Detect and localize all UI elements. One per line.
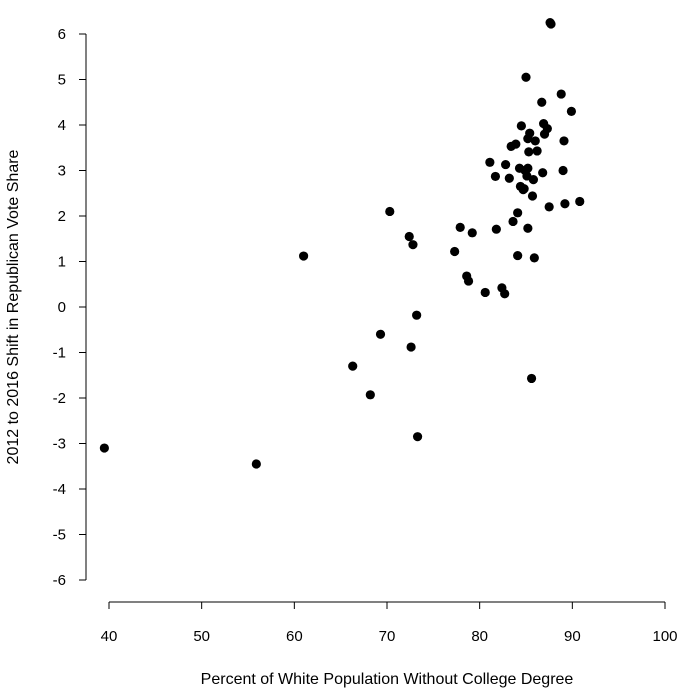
data-point (513, 250, 523, 261)
data-point (519, 184, 529, 194)
data-point (490, 171, 501, 182)
x-tick-label: 40 (101, 628, 118, 645)
data-point (450, 246, 460, 257)
data-point (508, 216, 518, 227)
data-point (559, 136, 569, 146)
data-point (455, 222, 465, 232)
data-point (560, 199, 570, 209)
data-point (523, 163, 533, 173)
data-point (524, 147, 534, 157)
data-point (500, 289, 510, 299)
data-point (556, 89, 566, 99)
data-point (537, 97, 547, 107)
data-point (406, 342, 416, 352)
data-point (516, 121, 526, 131)
data-point (467, 228, 477, 238)
data-point (527, 191, 538, 201)
data-point (521, 72, 531, 82)
data-point (511, 139, 521, 149)
data-point (523, 223, 533, 233)
y-tick-label: 4 (58, 117, 66, 134)
x-axis: 40 50 60 70 80 90 100 (101, 601, 678, 645)
x-axis-title: Percent of White Population Without Coll… (201, 671, 574, 688)
data-point (348, 361, 358, 371)
data-point (385, 206, 395, 217)
data-point (529, 253, 539, 263)
y-tick-label: 0 (58, 299, 66, 316)
data-point (480, 287, 490, 298)
data-points (99, 18, 585, 469)
data-point (526, 373, 537, 384)
x-tick-label: 70 (379, 628, 396, 645)
data-point (513, 208, 523, 218)
x-tick-label: 60 (286, 628, 303, 645)
x-tick-label: 50 (193, 628, 210, 645)
data-point (525, 128, 535, 138)
data-point (251, 459, 261, 469)
data-point (532, 146, 542, 156)
data-point (491, 224, 501, 234)
data-point (504, 173, 514, 183)
data-point (538, 168, 548, 178)
data-point (412, 432, 423, 442)
y-tick-label: -5 (53, 527, 66, 544)
y-tick-label: -3 (53, 436, 66, 453)
y-tick-label: 2 (58, 208, 66, 225)
y-tick-label: -4 (53, 481, 66, 498)
data-point (530, 136, 540, 146)
data-point (365, 390, 375, 400)
data-point (404, 231, 414, 242)
x-tick-label: 90 (564, 628, 581, 645)
data-point (546, 19, 556, 29)
x-tick-label: 100 (652, 628, 677, 645)
data-point (299, 251, 309, 261)
y-tick-label: 5 (58, 72, 66, 89)
data-point (412, 310, 422, 320)
y-tick-label: -1 (53, 345, 66, 362)
y-axis-title: 2012 to 2016 Shift in Republican Vote Sh… (5, 149, 22, 464)
data-point (558, 165, 568, 176)
data-point (544, 202, 554, 212)
data-point (408, 240, 418, 250)
data-point (501, 159, 511, 170)
data-point (485, 157, 495, 167)
y-axis: -6 -5 -4 -3 -2 -1 0 1 2 3 4 5 6 (53, 26, 87, 589)
y-tick-label: 6 (58, 26, 66, 43)
data-point (99, 443, 109, 453)
y-tick-label: -2 (53, 390, 66, 407)
data-point (575, 196, 585, 207)
data-point (463, 276, 474, 286)
data-point (375, 329, 386, 339)
y-tick-label: 1 (58, 254, 66, 271)
y-tick-label: -6 (53, 572, 66, 589)
data-point (528, 175, 539, 185)
data-point (542, 124, 552, 134)
y-tick-label: 3 (58, 163, 66, 180)
data-point (566, 106, 577, 116)
x-tick-label: 80 (471, 628, 488, 645)
